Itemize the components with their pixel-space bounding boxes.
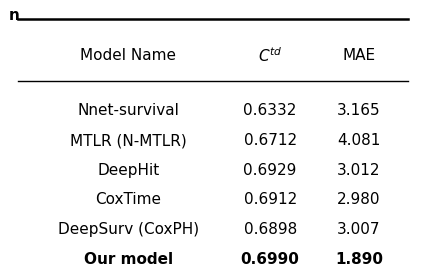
Text: n: n: [9, 8, 20, 23]
Text: MAE: MAE: [343, 48, 376, 63]
Text: 2.980: 2.980: [337, 192, 381, 207]
Text: $C^{td}$: $C^{td}$: [258, 46, 282, 65]
Text: 0.6898: 0.6898: [244, 222, 297, 237]
Text: Our model: Our model: [84, 252, 173, 267]
Text: DeepSurv (CoxPH): DeepSurv (CoxPH): [58, 222, 199, 237]
Text: Nnet-survival: Nnet-survival: [78, 103, 179, 118]
Text: CoxTime: CoxTime: [95, 192, 161, 207]
Text: 0.6990: 0.6990: [241, 252, 299, 267]
Text: Model Name: Model Name: [81, 48, 176, 63]
Text: DeepHit: DeepHit: [97, 163, 159, 178]
Text: 4.081: 4.081: [337, 133, 381, 148]
Text: MTLR (N-MTLR): MTLR (N-MTLR): [70, 133, 187, 148]
Text: 0.6929: 0.6929: [243, 163, 297, 178]
Text: 3.007: 3.007: [337, 222, 381, 237]
Text: 3.165: 3.165: [337, 103, 381, 118]
Text: 3.012: 3.012: [337, 163, 381, 178]
Text: 0.6712: 0.6712: [244, 133, 296, 148]
Text: 0.6912: 0.6912: [244, 192, 297, 207]
Text: 0.6332: 0.6332: [243, 103, 297, 118]
Text: 1.890: 1.890: [335, 252, 383, 267]
